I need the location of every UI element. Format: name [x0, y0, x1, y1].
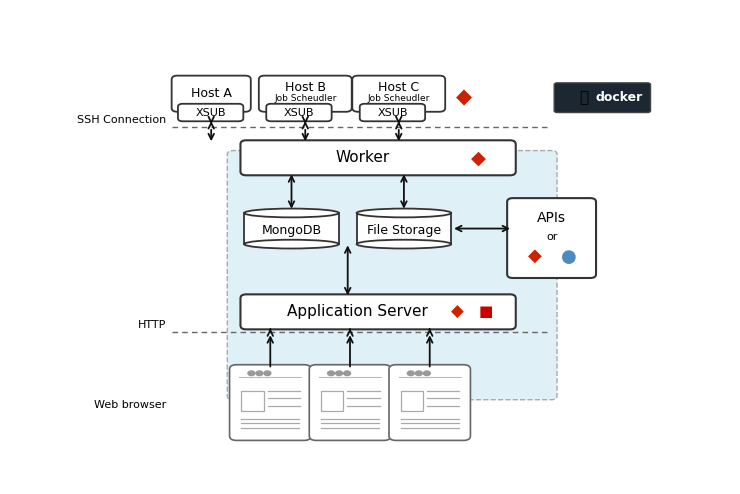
FancyBboxPatch shape: [172, 76, 251, 112]
FancyBboxPatch shape: [259, 76, 352, 112]
FancyBboxPatch shape: [360, 104, 425, 122]
Ellipse shape: [244, 208, 339, 217]
Bar: [400, 391, 423, 411]
Circle shape: [264, 371, 271, 375]
Text: ●: ●: [561, 248, 576, 266]
Text: Job Scheudler: Job Scheudler: [274, 94, 337, 103]
FancyBboxPatch shape: [227, 151, 557, 400]
Text: XSUB: XSUB: [283, 108, 314, 118]
Text: Host C: Host C: [378, 82, 420, 94]
Bar: [321, 391, 343, 411]
Bar: [357, 213, 451, 244]
FancyBboxPatch shape: [266, 104, 332, 122]
Text: docker: docker: [595, 91, 642, 104]
Text: File Storage: File Storage: [367, 224, 441, 237]
FancyBboxPatch shape: [389, 365, 471, 441]
Text: Job Scheudler: Job Scheudler: [368, 94, 430, 103]
Circle shape: [407, 371, 414, 375]
Circle shape: [343, 371, 351, 375]
FancyBboxPatch shape: [240, 140, 516, 175]
Text: MongoDB: MongoDB: [261, 224, 322, 237]
Text: XSUB: XSUB: [195, 108, 226, 118]
Text: ◆: ◆: [451, 303, 464, 321]
Text: APIs: APIs: [537, 211, 566, 225]
Text: 🐳: 🐳: [579, 90, 589, 105]
Text: ◆: ◆: [456, 87, 472, 107]
Text: ◆: ◆: [528, 247, 542, 265]
FancyBboxPatch shape: [178, 104, 243, 122]
FancyBboxPatch shape: [554, 83, 650, 113]
Ellipse shape: [357, 240, 451, 248]
Ellipse shape: [244, 240, 339, 248]
Circle shape: [336, 371, 343, 375]
Text: or: or: [546, 232, 557, 242]
Text: Worker: Worker: [335, 150, 389, 165]
Bar: [241, 391, 263, 411]
FancyBboxPatch shape: [507, 198, 596, 278]
Text: Host B: Host B: [285, 82, 326, 94]
Text: Application Server: Application Server: [286, 304, 428, 319]
Text: Host A: Host A: [191, 87, 232, 100]
FancyBboxPatch shape: [229, 365, 311, 441]
Text: HTTP: HTTP: [138, 321, 166, 330]
Text: XSUB: XSUB: [377, 108, 408, 118]
Text: Web browser: Web browser: [94, 401, 166, 411]
Text: SSH Connection: SSH Connection: [77, 115, 166, 125]
Circle shape: [423, 371, 430, 375]
Circle shape: [256, 371, 263, 375]
Bar: [244, 213, 339, 244]
FancyBboxPatch shape: [352, 76, 445, 112]
FancyBboxPatch shape: [309, 365, 391, 441]
Ellipse shape: [357, 208, 451, 217]
Text: ■: ■: [479, 304, 494, 319]
Circle shape: [328, 371, 334, 375]
Text: ◆: ◆: [471, 148, 486, 167]
FancyBboxPatch shape: [240, 294, 516, 329]
Circle shape: [415, 371, 423, 375]
Circle shape: [248, 371, 255, 375]
